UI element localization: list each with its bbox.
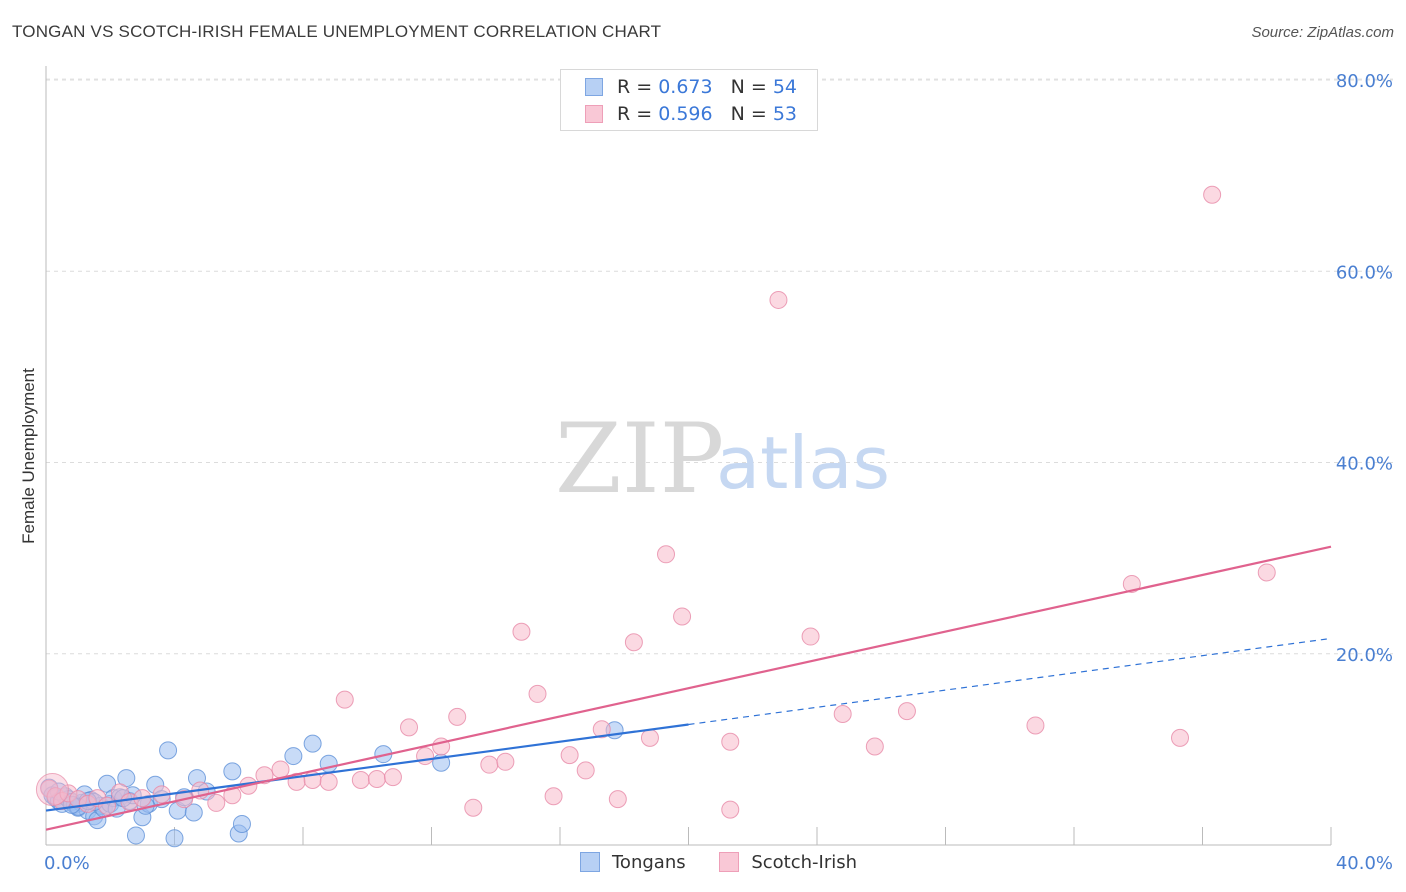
data-point xyxy=(897,702,916,721)
data-point xyxy=(480,755,499,774)
data-point xyxy=(367,770,386,789)
scotch-irish-swatch xyxy=(585,105,603,123)
y-tick-label: 80.0% xyxy=(1336,71,1393,92)
legend-n-value: 54 xyxy=(772,76,798,98)
legend-item-scotch-irish: Scotch-Irish xyxy=(719,852,857,873)
data-point xyxy=(448,707,467,726)
data-point xyxy=(528,684,547,703)
tongans-swatch xyxy=(585,78,603,96)
data-point xyxy=(865,737,884,756)
data-point xyxy=(35,773,69,807)
data-point xyxy=(801,627,820,646)
x-tick-label: 40.0% xyxy=(1336,853,1393,874)
data-point xyxy=(126,826,145,845)
y-tick-label: 20.0% xyxy=(1336,645,1393,666)
data-point xyxy=(512,622,531,641)
data-point xyxy=(1203,185,1222,204)
data-point xyxy=(496,752,515,771)
data-point xyxy=(576,761,595,780)
data-point xyxy=(303,734,322,753)
data-point xyxy=(165,829,184,848)
data-point xyxy=(560,746,579,765)
legend-n-label: N = xyxy=(730,103,773,125)
source-label: Source: ZipAtlas.com xyxy=(1251,24,1394,41)
chart-title: TONGAN VS SCOTCH-IRISH FEMALE UNEMPLOYME… xyxy=(12,22,662,41)
data-point xyxy=(223,786,242,805)
y-tick-label: 60.0% xyxy=(1336,262,1393,283)
y-tick-label: 40.0% xyxy=(1336,454,1393,475)
y-axis-label: Female Unemployment xyxy=(19,368,38,544)
data-point xyxy=(416,747,435,766)
data-point xyxy=(592,720,611,739)
watermark-zip: ZIP xyxy=(555,403,724,515)
data-point xyxy=(673,607,692,626)
data-point xyxy=(383,768,402,787)
data-point xyxy=(1026,716,1045,735)
data-point xyxy=(640,728,659,747)
data-point xyxy=(769,290,788,309)
legend-r-label: R = xyxy=(617,103,659,125)
data-point xyxy=(335,690,354,709)
data-point xyxy=(1122,574,1141,593)
trend-lines xyxy=(45,545,1332,831)
data-point xyxy=(255,766,274,785)
legend-row-tongans: R = 0.673 N = 54 xyxy=(585,76,797,98)
data-point xyxy=(207,793,226,812)
watermark: ZIP atlas xyxy=(555,403,890,515)
x-tick-label: 0.0% xyxy=(44,853,90,874)
data-point xyxy=(608,790,627,809)
trend-line-1 xyxy=(45,545,1332,831)
legend-r-label: R = xyxy=(617,76,659,98)
legend-label-scotch-irish: Scotch-Irish xyxy=(751,852,858,873)
gridlines xyxy=(46,78,1393,655)
tick-labels: 20.0% 40.0% 60.0% 80.0% 0.0% 40.0% xyxy=(44,71,1393,874)
data-point xyxy=(833,704,852,723)
trend-line-0 xyxy=(45,723,689,812)
scotch-irish-legend-swatch xyxy=(719,852,740,872)
data-point xyxy=(1257,563,1276,582)
tongans-legend-swatch xyxy=(580,852,600,872)
data-point xyxy=(544,787,563,806)
data-point xyxy=(223,762,242,781)
data-point xyxy=(271,760,290,779)
data-point xyxy=(98,796,117,815)
series-legend: Tongans Scotch-Irish xyxy=(580,852,885,873)
data-point xyxy=(184,803,203,822)
data-point xyxy=(464,798,483,817)
data-point xyxy=(624,633,643,652)
axes xyxy=(45,66,1332,846)
data-point xyxy=(1171,728,1190,747)
data-point xyxy=(400,718,419,737)
data-point xyxy=(284,747,303,766)
data-point xyxy=(319,772,338,791)
data-point xyxy=(657,545,676,564)
legend-n-value: 53 xyxy=(772,103,798,125)
legend-r-value: 0.673 xyxy=(658,76,713,98)
data-point xyxy=(351,770,370,789)
data-point xyxy=(159,741,178,760)
correlation-legend: R = 0.673 N = 54 R = 0.596 N = 53 xyxy=(560,69,818,131)
trend-line-extension-0 xyxy=(688,637,1332,726)
legend-row-scotch-irish: R = 0.596 N = 53 xyxy=(585,103,797,125)
series-1-points xyxy=(40,185,1276,819)
legend-item-tongans: Tongans xyxy=(580,852,686,873)
data-points xyxy=(35,185,1276,848)
legend-r-value: 0.596 xyxy=(658,103,713,125)
data-point xyxy=(721,800,740,819)
data-point xyxy=(232,814,251,833)
legend-label-tongans: Tongans xyxy=(612,852,686,873)
data-point xyxy=(721,732,740,751)
watermark-atlas: atlas xyxy=(716,421,890,505)
legend-n-label: N = xyxy=(730,76,773,98)
